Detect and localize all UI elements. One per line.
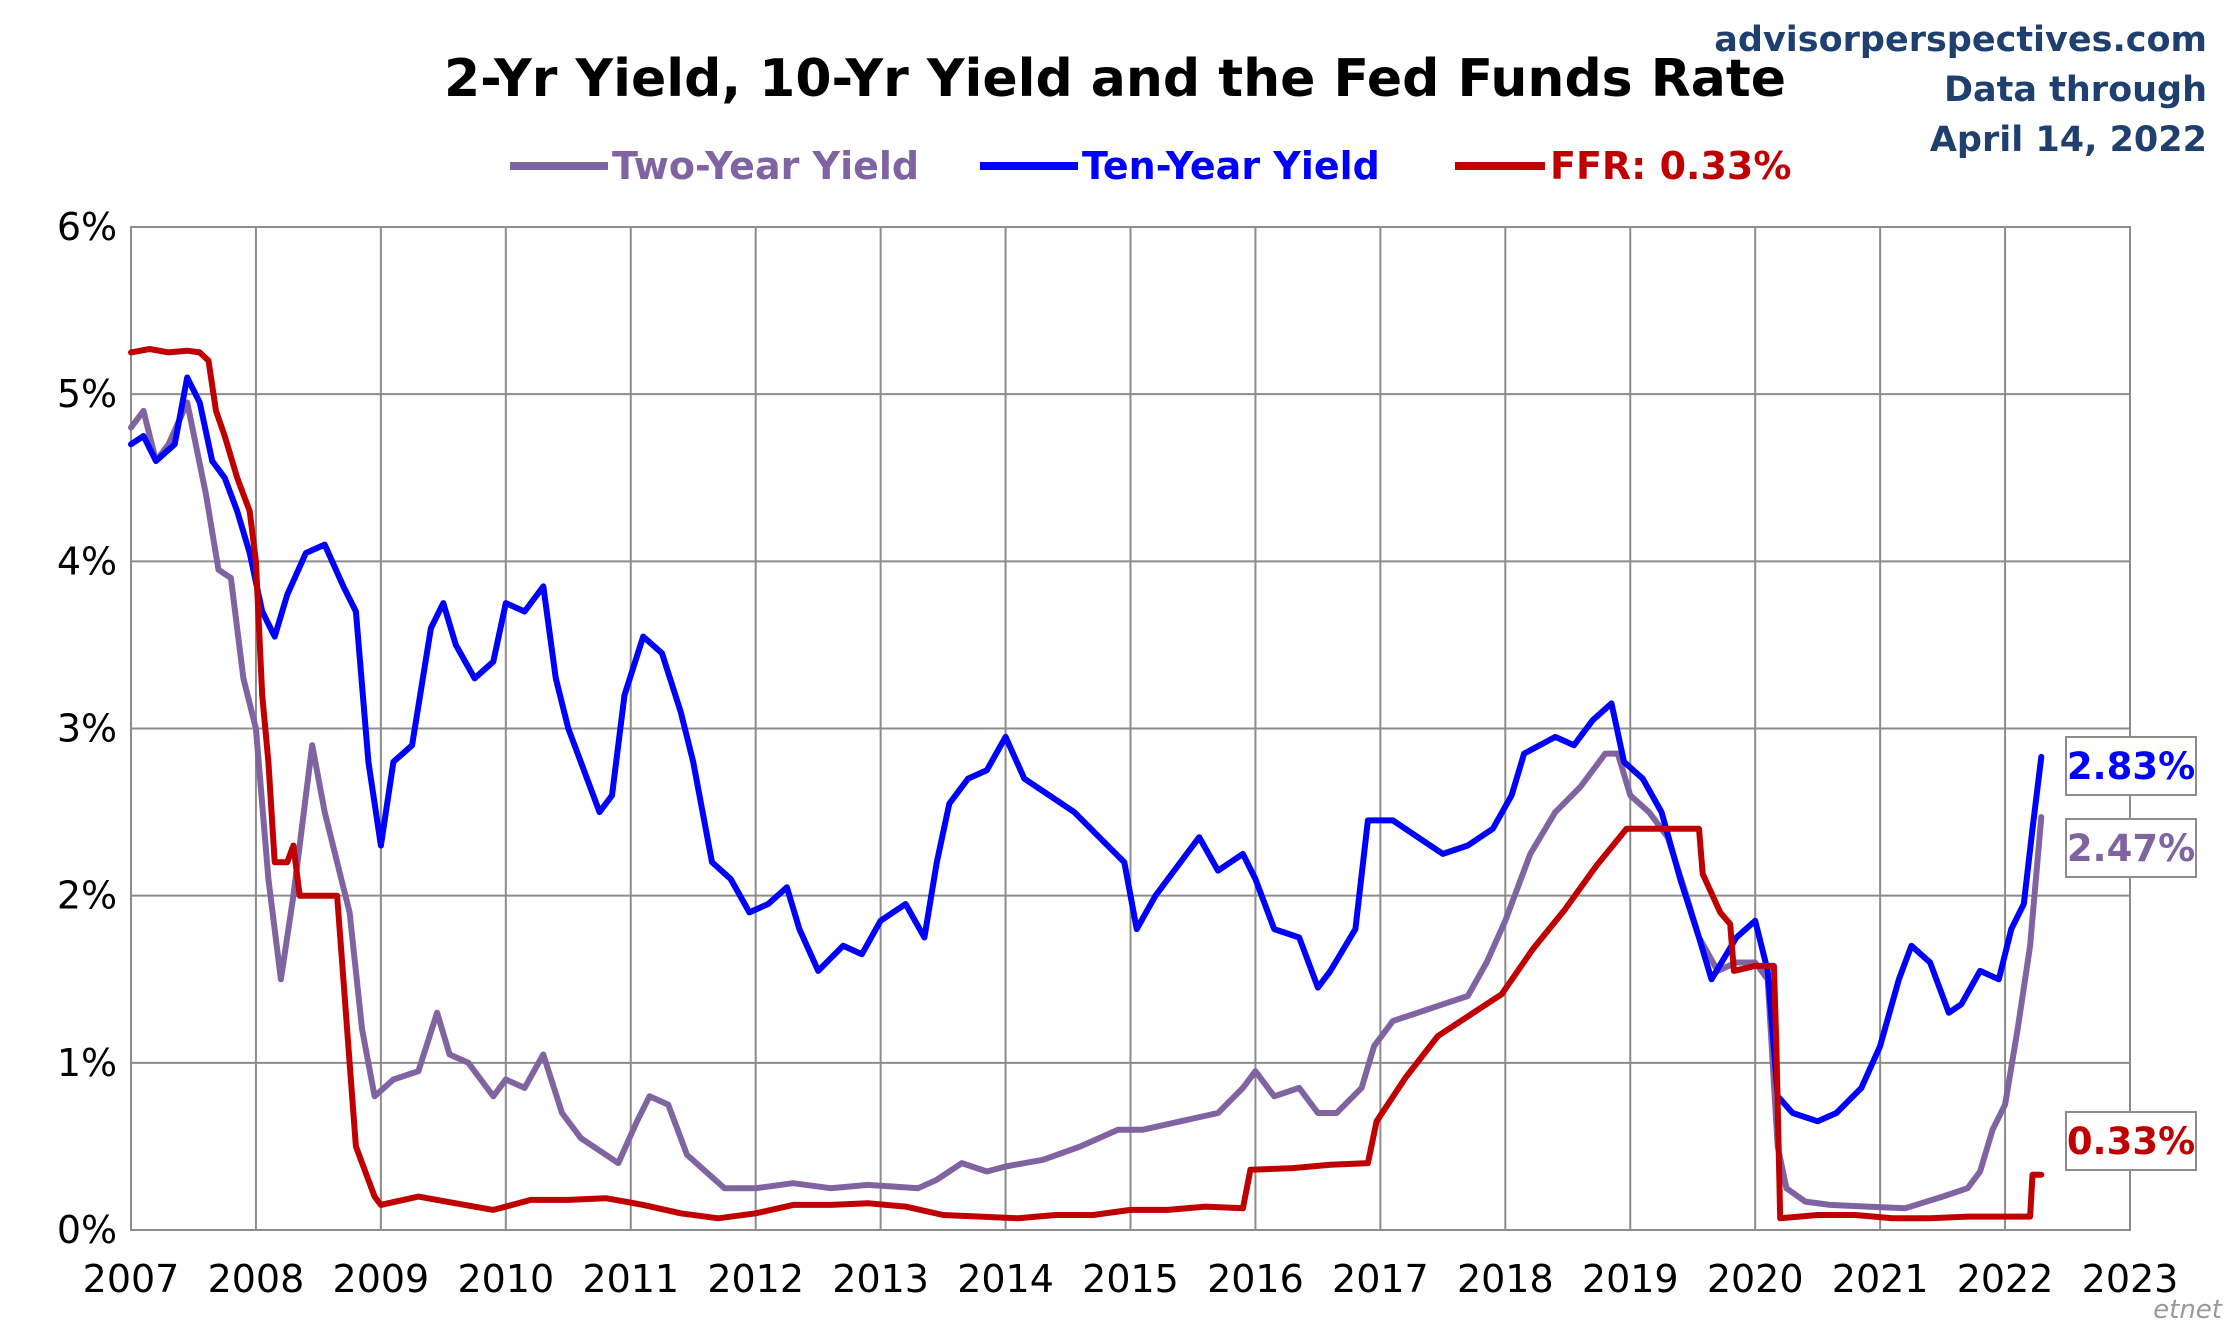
end-label-ffr: 0.33% — [2065, 1111, 2197, 1171]
y-tick-label: 6% — [57, 205, 117, 249]
end-label-box — [2065, 1111, 2197, 1171]
x-tick-label: 2018 — [1457, 1257, 1554, 1301]
series-line-two-year — [128, 399, 2045, 1212]
data-date-label: April 14, 2022 — [1930, 120, 2207, 160]
x-tick-label: 2013 — [832, 1257, 929, 1301]
end-label-box — [2065, 818, 2197, 878]
plot-area-border — [130, 226, 2131, 1231]
y-tick-label: 2% — [57, 874, 117, 918]
x-tick-label: 2015 — [1082, 1257, 1179, 1301]
series-line-ten-year — [128, 374, 2045, 1125]
y-tick-label: 1% — [57, 1041, 117, 1085]
x-axis-tick-labels: 2007 2008 2009 2010 2011 2012 2013 2014 2015 2016… — [83, 1257, 2179, 1301]
x-tick-label: 2009 — [333, 1257, 430, 1301]
x-tick-label: 2023 — [2082, 1257, 2179, 1301]
legend: Two-Year Yield Ten-Year Yield FFR: 0.33% — [510, 144, 1791, 188]
x-tick-label: 2014 — [957, 1257, 1054, 1301]
end-label-text: 2.47% — [2067, 827, 2195, 870]
x-tick-label: 2008 — [208, 1257, 305, 1301]
y-tick-label: 3% — [57, 707, 117, 751]
series-line-ffr — [128, 346, 2045, 1222]
x-tick-label: 2012 — [707, 1257, 804, 1301]
x-tick-label: 2016 — [1207, 1257, 1304, 1301]
end-label-text: 0.33% — [2067, 1120, 2195, 1163]
y-tick-label: 4% — [57, 539, 117, 583]
legend-label-ffr: FFR: 0.33% — [1550, 144, 1791, 188]
end-label-text: 2.83% — [2067, 745, 2195, 788]
x-tick-label: 2022 — [1957, 1257, 2054, 1301]
x-tick-label: 2021 — [1832, 1257, 1929, 1301]
x-tick-label: 2020 — [1707, 1257, 1804, 1301]
x-tick-label: 2019 — [1582, 1257, 1679, 1301]
x-tick-label: 2011 — [582, 1257, 679, 1301]
x-tick-label: 2010 — [457, 1257, 554, 1301]
y-tick-label: 5% — [57, 372, 117, 416]
y-axis-tick-labels: 0% 1% 2% 3% 4% 5% 6% — [57, 205, 117, 1252]
source-label: advisorperspectives.com — [1714, 20, 2207, 60]
legend-label-two-year: Two-Year Yield — [612, 144, 919, 188]
end-label-box — [2065, 736, 2197, 796]
end-label-ten-year: 2.83% — [2065, 736, 2197, 796]
chart-title: 2-Yr Yield, 10-Yr Yield and the Fed Fund… — [444, 49, 1786, 109]
end-label-two-year: 2.47% — [2065, 818, 2197, 878]
legend-label-ten-year: Ten-Year Yield — [1082, 144, 1380, 188]
series-lines — [128, 346, 2045, 1222]
etnet-watermark: etnet — [2153, 1295, 2223, 1323]
data-through-label: Data through — [1944, 70, 2207, 110]
y-tick-label: 0% — [57, 1208, 117, 1252]
end-value-labels: 2.83% 2.47% 0.33% — [2065, 736, 2197, 1171]
x-tick-label: 2007 — [83, 1257, 180, 1301]
x-tick-label: 2017 — [1332, 1257, 1429, 1301]
gridlines — [130, 226, 2131, 1231]
